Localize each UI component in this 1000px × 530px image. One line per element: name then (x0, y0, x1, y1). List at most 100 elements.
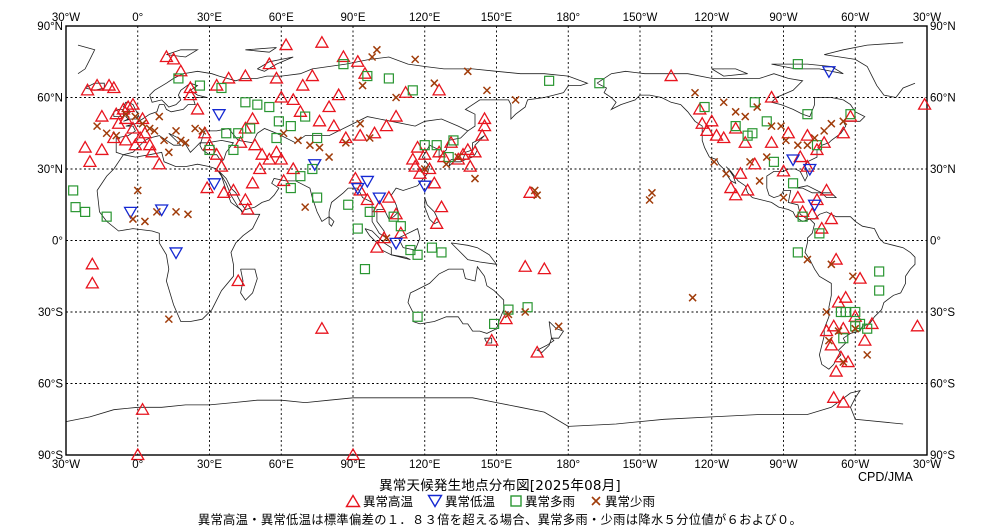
hot-marker (286, 92, 301, 106)
hot-marker (824, 338, 839, 351)
hot-marker (345, 447, 361, 461)
lat-tick-label: 90°N (930, 21, 956, 33)
dry-marker (777, 122, 786, 131)
hot-marker (427, 175, 442, 189)
lat-tick-label: 30°S (930, 307, 955, 319)
dry-marker (145, 124, 154, 133)
wet-marker (850, 306, 861, 318)
dry-marker (279, 129, 288, 138)
hot-marker (412, 166, 428, 179)
wet-marker (307, 163, 318, 175)
wet-marker (273, 116, 284, 127)
lat-tick-label: 0° (930, 236, 941, 248)
cross-icon (591, 495, 601, 506)
hot-marker (118, 133, 133, 146)
dry-marker (315, 143, 324, 152)
wet-marker (285, 120, 296, 132)
cold-marker (807, 199, 822, 213)
hot-marker (152, 156, 167, 170)
wet-marker (285, 182, 296, 194)
coastline (424, 197, 440, 225)
hot-marker (836, 125, 851, 139)
hot-marker (312, 114, 327, 127)
dry-marker (470, 174, 480, 183)
wet-marker (412, 311, 423, 322)
cold-marker (123, 206, 138, 220)
hot-marker (199, 180, 215, 194)
hot-marker (843, 109, 858, 122)
coastline (65, 389, 904, 427)
hot-marker (388, 109, 404, 122)
hot-marker (716, 130, 731, 144)
hot-marker (728, 187, 743, 201)
hot-marker (336, 49, 351, 63)
hot-marker (85, 276, 100, 289)
lon-tick-label: 150°E (481, 459, 513, 471)
hot-marker (245, 175, 260, 189)
wet-marker (699, 101, 710, 113)
dry-marker (358, 81, 367, 90)
coastline (391, 254, 411, 260)
hot-marker (429, 216, 444, 229)
dry-marker (171, 207, 181, 216)
hot-marker (857, 333, 872, 346)
lon-tick-label: 180° (556, 459, 580, 471)
wet-marker (792, 59, 803, 70)
hot-marker (704, 114, 719, 127)
hot-marker (537, 261, 552, 275)
dry-marker (93, 122, 102, 131)
dry-marker (181, 138, 190, 147)
wet-marker (359, 264, 371, 275)
coastline (407, 265, 505, 334)
hot-marker (790, 190, 805, 203)
hot-marker (824, 211, 839, 225)
wet-marker (80, 206, 91, 217)
hot-marker (795, 204, 810, 218)
hot-marker (917, 97, 932, 110)
dry-marker (368, 52, 377, 62)
lon-tick-label: 120°E (409, 12, 441, 24)
lon-tick-label: 120°W (694, 459, 729, 471)
dry-marker (839, 358, 848, 367)
hot-marker (269, 145, 284, 158)
lon-tick-label: 30°W (913, 459, 941, 471)
wet-marker (204, 144, 215, 156)
lon-tick-label: 30°W (913, 12, 941, 24)
dry-marker (824, 336, 833, 345)
lat-tick-label: 30°N (37, 164, 63, 176)
hot-marker (125, 121, 141, 134)
dry-marker (741, 112, 750, 121)
wet-marker (838, 333, 849, 344)
hot-marker (695, 116, 710, 129)
hot-marker (819, 323, 834, 337)
wet-marker (221, 128, 232, 139)
dry-marker (411, 55, 420, 64)
wet-marker (228, 144, 239, 156)
wet-marker (874, 285, 885, 296)
lon-tick-label: 0° (132, 459, 143, 471)
hot-marker (477, 111, 492, 125)
dry-marker (710, 157, 719, 166)
hot-marker (910, 318, 925, 332)
coastline (450, 242, 498, 265)
hot-marker (723, 180, 739, 194)
hot-marker (372, 199, 387, 213)
cold-marker (802, 163, 817, 177)
hot-marker (369, 240, 385, 253)
hot-marker (226, 183, 241, 196)
hot-marker (137, 125, 153, 139)
dry-marker (171, 126, 181, 135)
event-markers (68, 35, 932, 461)
legend-item-wet: 異常多雨 (509, 491, 575, 510)
cold-marker (821, 66, 837, 79)
dry-marker (530, 186, 539, 195)
hot-marker (530, 345, 545, 358)
wet-marker (835, 306, 847, 318)
credit-label: CPD/JMA (858, 470, 913, 484)
dry-marker (160, 136, 169, 145)
hot-marker (130, 447, 145, 461)
dry-marker (150, 126, 159, 135)
hot-marker (159, 49, 174, 63)
hot-marker (431, 145, 447, 158)
